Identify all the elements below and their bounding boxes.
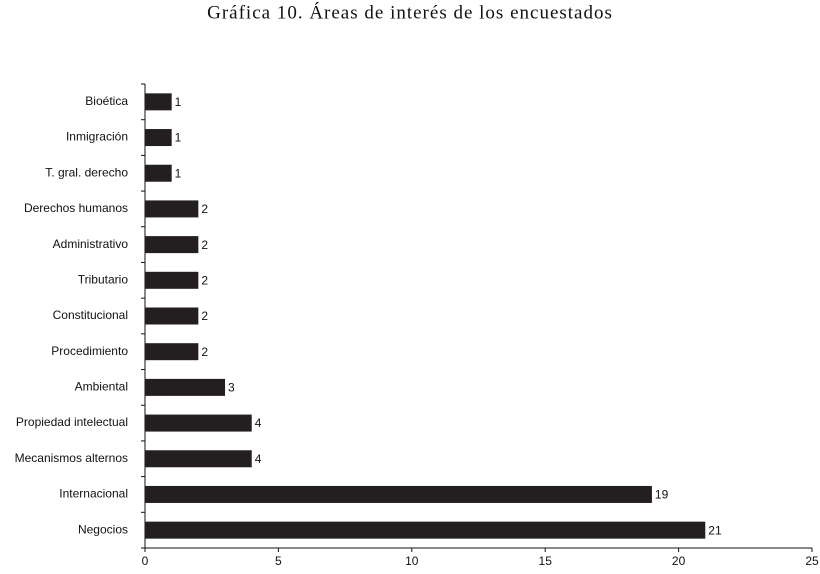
bar xyxy=(145,307,199,325)
y-tick-label: Derechos humanos xyxy=(24,201,128,215)
x-tick-label: 20 xyxy=(672,554,686,568)
y-tick-label: Constitucional xyxy=(53,308,128,322)
bar xyxy=(145,164,172,182)
y-tick-label: Negocios xyxy=(78,522,128,536)
bar xyxy=(145,129,172,147)
value-label: 2 xyxy=(201,309,208,323)
x-tick-label: 25 xyxy=(805,554,819,568)
bar xyxy=(145,93,172,111)
value-label: 1 xyxy=(175,166,182,180)
y-tick-label: T. gral. derecho xyxy=(45,165,128,179)
value-label: 19 xyxy=(655,488,669,502)
value-label: 1 xyxy=(175,95,182,109)
y-tick-label: Inmigración xyxy=(66,130,128,144)
chart-title: Gráfica 10. Áreas de interés de los encu… xyxy=(207,1,613,23)
value-label: 3 xyxy=(228,381,235,395)
value-label: 4 xyxy=(255,416,262,430)
x-tick-label: 15 xyxy=(539,554,553,568)
bar xyxy=(145,450,252,468)
bar xyxy=(145,521,706,539)
value-label: 21 xyxy=(708,523,722,537)
value-label: 2 xyxy=(201,345,208,359)
y-tick-label: Bioética xyxy=(85,94,128,108)
bar xyxy=(145,414,252,432)
y-tick-label: Administrativo xyxy=(53,237,129,251)
y-tick-label: Tributario xyxy=(78,272,129,286)
bar xyxy=(145,485,652,503)
value-label: 1 xyxy=(175,131,182,145)
value-label: 2 xyxy=(201,202,208,216)
x-tick-label: 10 xyxy=(405,554,419,568)
bar xyxy=(145,271,199,289)
x-tick-label: 5 xyxy=(275,554,282,568)
y-tick-label: Internacional xyxy=(59,487,128,501)
bar xyxy=(145,236,199,254)
y-tick-label: Mecanismos alternos xyxy=(15,451,128,465)
y-tick-label: Ambiental xyxy=(75,380,128,394)
bar xyxy=(145,378,226,396)
x-tick-label: 0 xyxy=(142,554,149,568)
bar xyxy=(145,343,199,361)
value-label: 2 xyxy=(201,273,208,287)
value-label: 4 xyxy=(255,452,262,466)
y-tick-label: Procedimiento xyxy=(51,344,128,358)
bar xyxy=(145,200,199,218)
y-tick-label: Propiedad intelectual xyxy=(16,415,128,429)
value-label: 2 xyxy=(201,238,208,252)
